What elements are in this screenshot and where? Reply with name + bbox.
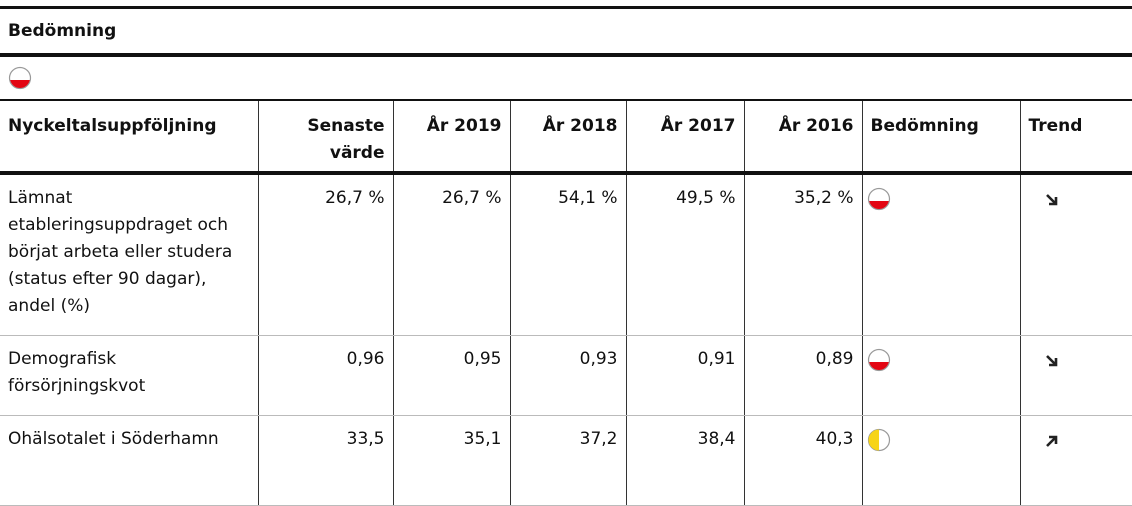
column-header: År 2018: [510, 100, 627, 175]
cell: [1020, 335, 1132, 416]
column-header: År 2016: [744, 100, 863, 175]
cell: [862, 415, 1021, 506]
trend-arrow: [1045, 435, 1057, 447]
cell: 37,2: [510, 415, 627, 506]
cell: 40,3: [744, 415, 863, 506]
status-icon: [867, 187, 890, 211]
header-row: Nyckeltalsuppföljning Senaste värde År 2…: [0, 100, 1132, 175]
cell: [862, 335, 1021, 416]
column-header: Nyckeltalsuppföljning: [0, 100, 259, 175]
cell: Ohälsotalet i Söderhamn: [0, 415, 259, 506]
column-header: Trend: [1020, 100, 1132, 175]
rule: [0, 6, 1132, 9]
page: Bedömning Nyckeltalsuppföljning Senaste …: [0, 6, 1132, 506]
cell: 35,2 %: [744, 173, 863, 336]
cell: 0,91: [626, 335, 745, 416]
section-title: Bedömning: [8, 21, 117, 41]
row: Ohälsotalet i Söderhamn 33,5 35,1 37,2 3…: [0, 415, 1132, 506]
cell: 0,93: [510, 335, 627, 416]
row: Lämnat etableringsuppdraget och börjat a…: [0, 173, 1132, 336]
cell: 26,7 %: [258, 173, 394, 336]
status-icon: [867, 348, 890, 371]
cell: 26,7 %: [393, 173, 511, 336]
cell: Lämnat etableringsuppdraget och börjat a…: [0, 173, 259, 336]
cell: 33,5: [258, 415, 394, 506]
rule: [0, 53, 1132, 57]
column-header: Senaste värde: [258, 100, 394, 175]
status-icon: [867, 428, 890, 451]
cell: 0,96: [258, 335, 394, 416]
cell: 35,1: [393, 415, 511, 506]
table: Nyckeltalsuppföljning Senaste värde År 2…: [0, 99, 1132, 506]
trend-arrow: [1045, 194, 1057, 206]
cell: [1020, 173, 1132, 336]
column-header: År 2017: [626, 100, 745, 175]
cell: 38,4: [626, 415, 745, 506]
column-header: Bedömning: [862, 100, 1021, 175]
cell: 54,1 %: [510, 173, 627, 336]
cell: 49,5 %: [626, 173, 745, 336]
cell: [1020, 415, 1132, 506]
cell: 0,89: [744, 335, 863, 416]
column-header: År 2019: [393, 100, 511, 175]
trend-arrow: [1045, 354, 1057, 366]
status-icon: [8, 66, 32, 90]
cell: [862, 173, 1021, 336]
cell: 0,95: [393, 335, 511, 416]
cell: Demografisk försörjningskvot: [0, 335, 259, 416]
row: Demografisk försörjningskvot 0,96 0,95 0…: [0, 335, 1132, 416]
